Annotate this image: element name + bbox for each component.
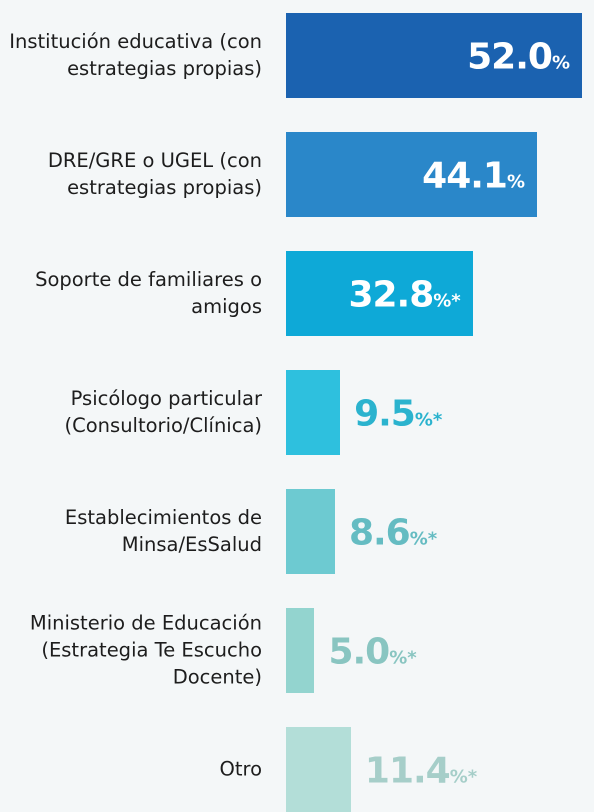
bar <box>286 12 582 98</box>
bar <box>286 131 538 217</box>
value-label: 9.5%* <box>354 393 443 435</box>
bar <box>286 250 473 336</box>
category-label: Psicólogo particular (Consultorio/Clínic… <box>64 387 262 437</box>
category-label: Otro <box>219 757 262 781</box>
bar <box>286 369 341 455</box>
value-label: 11.4%* <box>364 750 478 792</box>
category-label: Ministerio de Educación (Estrategia Te E… <box>29 611 262 689</box>
value-label: 44.1% <box>422 155 526 197</box>
bar <box>286 726 351 812</box>
value-label: 32.8%* <box>348 274 461 316</box>
value-label: 5.0%* <box>328 631 417 673</box>
category-label: Establecimientos de Minsa/EsSalud <box>64 506 262 556</box>
value-label: 52.0% <box>467 36 570 78</box>
category-label: Institución educativa (con estrategias p… <box>9 30 262 80</box>
category-label: DRE/GRE o UGEL (con estrategias propias) <box>47 149 262 199</box>
bar <box>286 488 335 574</box>
category-label: Soporte de familiares o amigos <box>35 268 262 318</box>
bar <box>286 607 315 693</box>
value-label: 8.6%* <box>348 512 438 554</box>
